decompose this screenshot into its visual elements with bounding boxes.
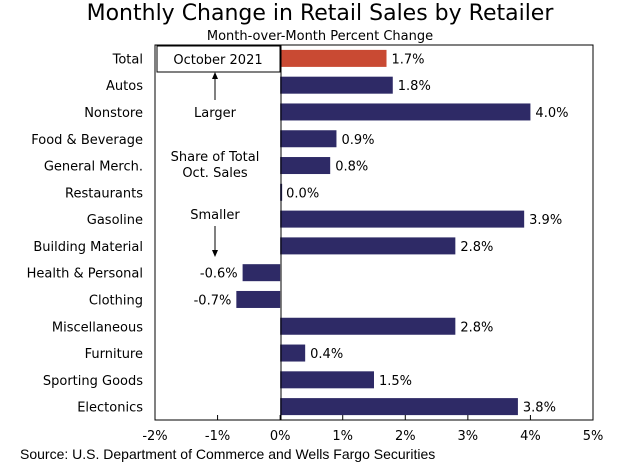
category-label: Miscellaneous bbox=[52, 320, 143, 335]
value-label: 0.0% bbox=[286, 186, 319, 201]
value-label: 2.8% bbox=[460, 240, 493, 255]
chart-title: Monthly Change in Retail Sales by Retail… bbox=[86, 1, 554, 26]
bar bbox=[280, 344, 306, 362]
category-label: Food & Beverage bbox=[31, 133, 143, 148]
x-tick-label: 3% bbox=[458, 429, 479, 444]
x-tick-label: -2% bbox=[142, 429, 167, 444]
category-label: Nonstore bbox=[84, 106, 143, 121]
bar bbox=[280, 103, 531, 121]
share-label-line1: Share of Total bbox=[171, 150, 260, 165]
value-label: 3.8% bbox=[523, 401, 556, 416]
x-tick-label: 5% bbox=[583, 429, 604, 444]
bars bbox=[236, 49, 531, 416]
value-label: -0.6% bbox=[200, 267, 238, 282]
bar bbox=[280, 371, 374, 389]
category-label: General Merch. bbox=[44, 160, 143, 175]
arrow-down-icon bbox=[212, 250, 218, 257]
value-label: 1.8% bbox=[398, 79, 431, 94]
value-label: 0.4% bbox=[310, 347, 343, 362]
bar bbox=[280, 76, 393, 94]
plot-frame bbox=[154, 44, 594, 421]
x-tick-label: 0% bbox=[270, 429, 291, 444]
bar bbox=[280, 130, 337, 148]
bar bbox=[280, 157, 331, 175]
bar bbox=[236, 290, 281, 308]
category-label: Furniture bbox=[85, 347, 143, 362]
value-label: 1.5% bbox=[379, 374, 412, 389]
value-label: 0.9% bbox=[341, 133, 374, 148]
category-label: Gasoline bbox=[87, 213, 143, 228]
category-label: Sporting Goods bbox=[43, 374, 143, 389]
x-tick-label: 2% bbox=[395, 429, 416, 444]
category-labels: Total Autos Nonstore Food & Beverage General… bbox=[27, 52, 144, 415]
larger-label: Larger bbox=[194, 106, 237, 121]
arrow-up-icon bbox=[212, 72, 218, 79]
bar bbox=[280, 398, 518, 416]
x-tick-label: -1% bbox=[205, 429, 230, 444]
x-tick-label: 1% bbox=[332, 429, 353, 444]
category-label: Autos bbox=[106, 79, 143, 94]
category-label: Total bbox=[112, 52, 143, 67]
value-label: 2.8% bbox=[460, 320, 493, 335]
value-label: 4.0% bbox=[535, 106, 568, 121]
value-label: 3.9% bbox=[529, 213, 562, 228]
category-label: Building Material bbox=[33, 240, 143, 255]
legend-box bbox=[156, 45, 281, 73]
legend-box-label: October 2021 bbox=[173, 53, 262, 68]
value-label: -0.7% bbox=[194, 293, 232, 308]
category-label: Restaurants bbox=[65, 186, 143, 201]
chart-subtitle: Month-over-Month Percent Change bbox=[206, 29, 434, 44]
x-tick-label: 4% bbox=[520, 429, 541, 444]
smaller-label: Smaller bbox=[190, 208, 240, 223]
category-label: Electonics bbox=[77, 401, 143, 416]
value-label: 0.8% bbox=[335, 160, 368, 175]
value-labels: 1.7% 1.8% 4.0% 0.9% 0.8% 0.0% 3.9% 2.8% -0.6% -0.… bbox=[194, 52, 569, 415]
source-note: Source: U.S. Department of Commerce and … bbox=[20, 446, 436, 462]
category-label: Health & Personal bbox=[27, 267, 143, 282]
x-axis: -2% -1% 0% 1% 2% 3% 4% 5% bbox=[142, 415, 603, 444]
bar bbox=[242, 264, 281, 282]
category-label: Clothing bbox=[89, 293, 143, 308]
bar bbox=[280, 210, 525, 228]
bar bbox=[280, 317, 456, 335]
value-label: 1.7% bbox=[392, 52, 425, 67]
share-label-line2: Oct. Sales bbox=[182, 166, 248, 181]
bar bbox=[280, 49, 387, 67]
bar bbox=[280, 237, 456, 255]
